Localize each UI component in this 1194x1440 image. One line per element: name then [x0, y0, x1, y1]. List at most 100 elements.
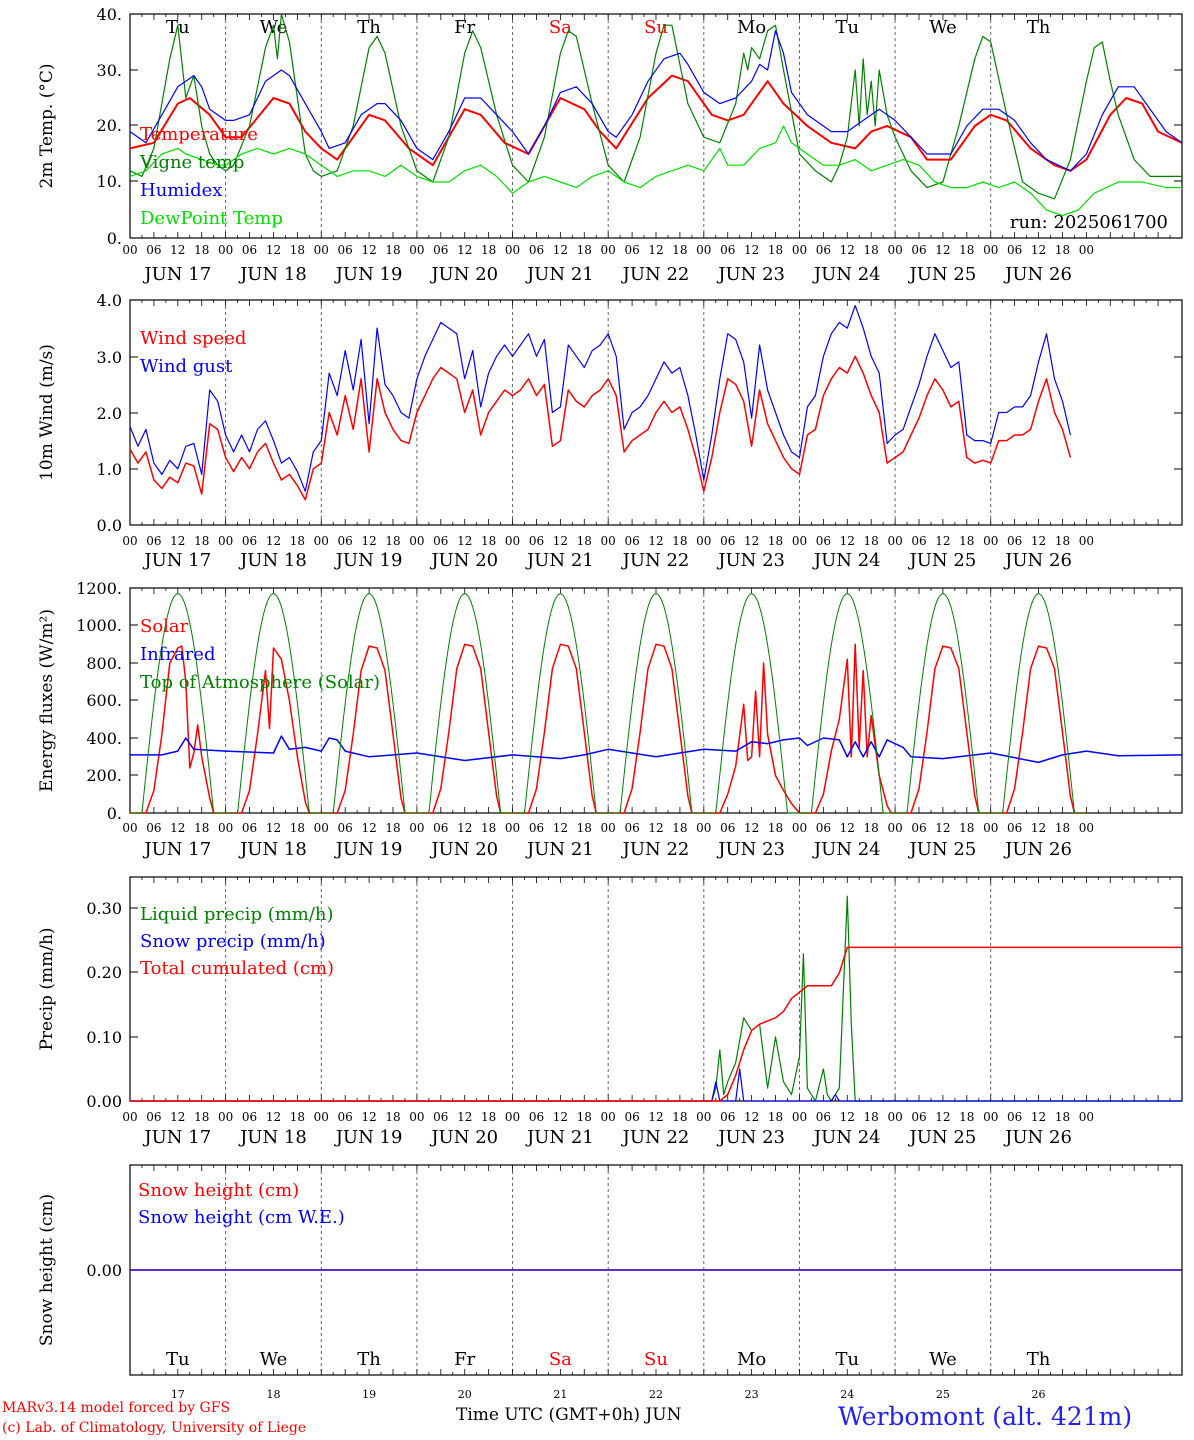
y-tick-label: 600.	[86, 691, 122, 710]
day-date-label: 19	[362, 1388, 376, 1401]
x-hour-label: 18	[385, 243, 400, 257]
x-date-label: JUN 20	[429, 264, 498, 285]
y-tick-label: 1.0	[97, 460, 122, 479]
x-hour-label: 18	[481, 534, 496, 548]
y-tick-label: 0.10	[86, 1028, 122, 1047]
x-hour-label: 12	[361, 821, 376, 835]
x-hour-label: 18	[194, 1110, 209, 1124]
x-hour-label: 06	[338, 821, 353, 835]
x-hour-label: 00	[314, 1110, 329, 1124]
x-date-label: JUN 26	[1003, 264, 1072, 285]
day-name-label: Su	[644, 1349, 668, 1370]
x-hour-label: 18	[481, 821, 496, 835]
x-hour-label: 18	[1055, 1110, 1070, 1124]
x-hour-label: 12	[935, 534, 950, 548]
x-date-label: JUN 24	[812, 1127, 881, 1148]
x-date-label: JUN 18	[238, 1127, 307, 1148]
x-hour-label: 06	[816, 1110, 831, 1124]
legend-entry: Humidex	[140, 180, 222, 201]
x-hour-label: 18	[577, 243, 592, 257]
x-date-label: JUN 19	[334, 839, 403, 860]
y-tick-label: 20.	[97, 116, 122, 135]
x-hour-label: 00	[601, 534, 616, 548]
x-date-label: JUN 22	[621, 1127, 690, 1148]
x-hour-label: 06	[529, 821, 544, 835]
x-hour-label: 06	[911, 821, 926, 835]
x-hour-label: 00	[314, 243, 329, 257]
x-hour-label: 18	[290, 821, 305, 835]
x-hour-label: 06	[1007, 1110, 1022, 1124]
series-line-infrared	[130, 735, 1183, 764]
series-line-temperature	[129, 74, 1183, 172]
x-hour-label: 06	[529, 1110, 544, 1124]
x-hour-label: 18	[768, 534, 783, 548]
x-hour-label: 00	[218, 243, 233, 257]
x-hour-label: 06	[720, 534, 735, 548]
x-hour-label: 18	[768, 821, 783, 835]
day-name-label: We	[260, 1349, 288, 1370]
day-name-label: Th	[357, 1349, 381, 1370]
x-date-label: JUN 17	[142, 1127, 211, 1148]
x-hour-label: 00	[887, 243, 902, 257]
x-hour-label: 06	[146, 1110, 161, 1124]
day-date-label: 20	[458, 1388, 472, 1401]
x-hour-label: 00	[409, 1110, 424, 1124]
x-hour-label: 12	[744, 534, 759, 548]
legend-entry: Liquid precip (mm/h)	[140, 904, 334, 925]
x-hour-label: 06	[242, 1110, 257, 1124]
series-line-dewpoint-temp	[129, 125, 1182, 217]
x-hour-label: 12	[553, 534, 568, 548]
x-date-label: JUN 22	[621, 550, 690, 571]
x-hour-label: 06	[816, 821, 831, 835]
x-hour-label: 12	[935, 243, 950, 257]
x-hour-label: 18	[290, 534, 305, 548]
x-hour-label: 12	[1031, 1110, 1046, 1124]
x-date-label: JUN 20	[429, 1127, 498, 1148]
y-tick-label: 0.00	[86, 1092, 122, 1111]
y-axis-title: Precip (mm/h)	[37, 927, 57, 1050]
x-date-label: JUN 18	[238, 550, 307, 571]
x-date-label: JUN 26	[1003, 839, 1072, 860]
x-hour-label: 18	[1055, 534, 1070, 548]
y-tick-label: 200.	[86, 766, 122, 785]
x-hour-label: 12	[648, 243, 663, 257]
x-hour-label: 12	[935, 1110, 950, 1124]
x-hour-label: 18	[864, 243, 879, 257]
day-date-label: 18	[266, 1388, 280, 1401]
x-hour-label: 00	[218, 1110, 233, 1124]
x-hour-label: 06	[720, 1110, 735, 1124]
x-hour-label: 18	[194, 821, 209, 835]
x-date-label: JUN 19	[334, 1127, 403, 1148]
station-name: Werbomont (alt. 421m)	[838, 1402, 1133, 1431]
y-tick-label: 10.	[97, 172, 122, 191]
x-date-label: JUN 20	[429, 839, 498, 860]
day-name-label: Tu	[166, 1349, 190, 1370]
x-hour-label: 00	[314, 821, 329, 835]
x-date-label: JUN 23	[716, 550, 785, 571]
x-date-label: JUN 17	[142, 264, 211, 285]
x-hour-label: 18	[194, 534, 209, 548]
y-tick-label: 2.0	[97, 404, 122, 423]
series-line-solar	[130, 643, 1087, 814]
x-hour-label: 18	[194, 243, 209, 257]
x-hour-label: 18	[577, 821, 592, 835]
x-hour-label: 18	[385, 1110, 400, 1124]
x-hour-label: 00	[601, 1110, 616, 1124]
x-hour-label: 00	[218, 534, 233, 548]
x-hour-label: 06	[1007, 534, 1022, 548]
x-hour-label: 18	[385, 534, 400, 548]
series-line-humidex	[129, 30, 1183, 172]
legend-entry: DewPoint Temp	[140, 208, 283, 229]
x-hour-label: 18	[385, 821, 400, 835]
run-label: run: 2025061700	[1010, 212, 1168, 233]
y-tick-label: 1000.	[76, 616, 122, 635]
x-hour-label: 00	[601, 821, 616, 835]
panel-energy: 0. 200. 400. 600. 800. 1000. 1200. Energy fluxe…	[37, 579, 1183, 860]
x-date-label: JUN 24	[812, 839, 881, 860]
legend-entry: Vigne temp	[139, 152, 244, 173]
x-hour-label: 00	[696, 821, 711, 835]
x-hour-label: 12	[744, 243, 759, 257]
x-date-label: JUN 26	[1003, 550, 1072, 571]
x-hour-label: 12	[457, 243, 472, 257]
